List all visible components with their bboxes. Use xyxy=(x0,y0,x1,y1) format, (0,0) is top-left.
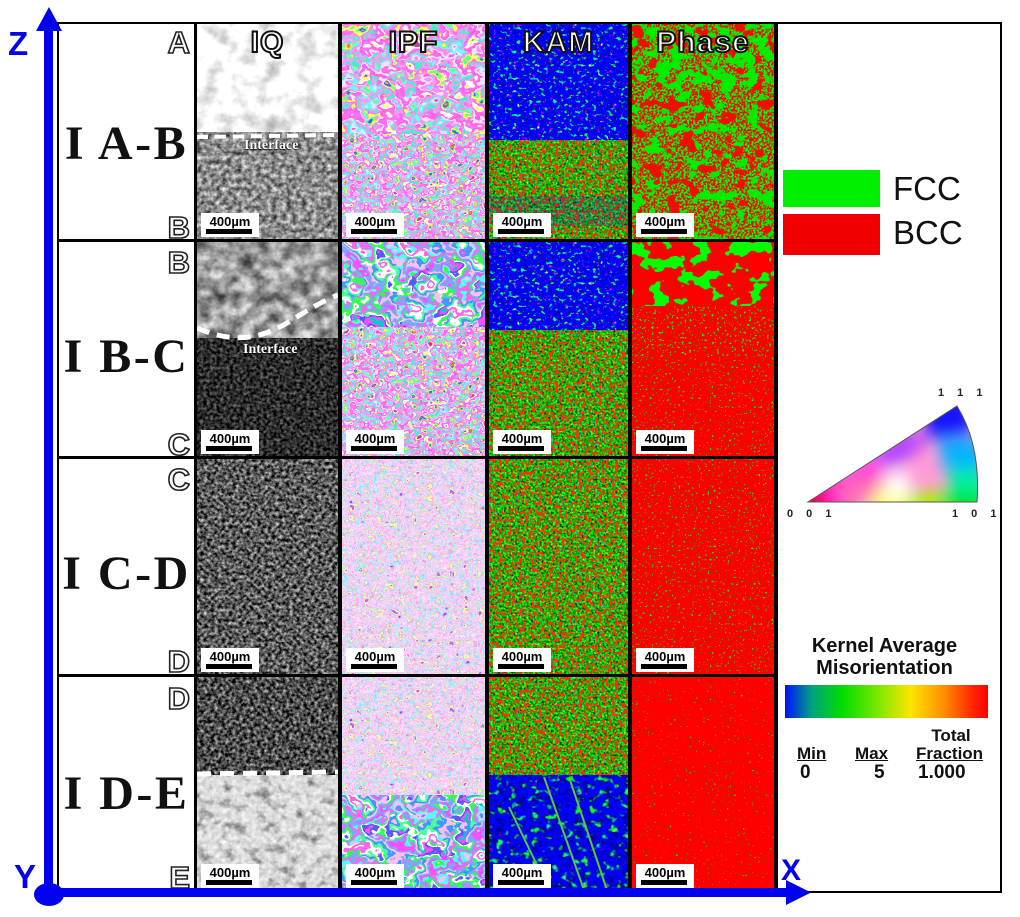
svg-text:1 1 1: 1 1 1 xyxy=(938,387,987,399)
svg-text:1 0 1: 1 0 1 xyxy=(952,508,1001,520)
svg-text:0 0 1: 0 0 1 xyxy=(787,508,836,520)
